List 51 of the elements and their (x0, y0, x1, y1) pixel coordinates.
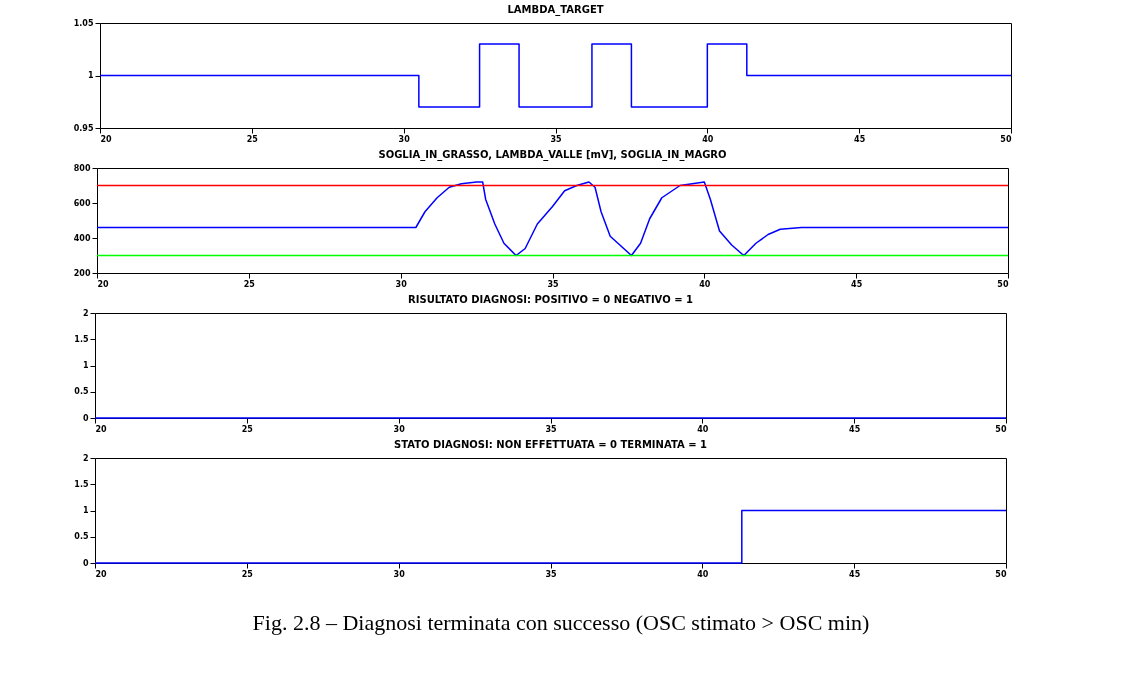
y-tick-label: 1 (82, 506, 89, 515)
x-tick-label: 50 (997, 279, 1009, 289)
y-tick-label: 800 (73, 163, 91, 173)
y-tick-label: 0.95 (73, 123, 94, 133)
x-tick-label: 45 (849, 424, 861, 434)
x-tick-label: 20 (97, 279, 110, 289)
x-tick-label: 40 (699, 279, 711, 289)
y-tick-label: 2 (82, 453, 89, 463)
y-tick-label: 1.05 (73, 18, 94, 28)
x-tick-label: 40 (697, 569, 709, 579)
x-tick-label: 20 (95, 424, 108, 434)
x-tick-label: 50 (995, 424, 1007, 434)
y-tick-label: 1 (82, 361, 89, 370)
chart-title: STATO DIAGNOSI: NON EFFETTUATA = 0 TERMINATA = 1 (394, 439, 708, 450)
y-tick-label: 0 (82, 413, 89, 423)
x-tick-label: 30 (393, 569, 406, 579)
x-tick-label: 35 (545, 569, 557, 579)
y-tick-label: 600 (73, 198, 91, 208)
x-tick-label: 45 (851, 279, 863, 289)
x-tick-label: 40 (697, 424, 709, 434)
y-tick-label: 2 (82, 308, 89, 318)
caption: Fig. 2.8 – Diagnosi terminata con successo (OSC stimato > OSC min) (251, 610, 871, 636)
y-tick-label: 0.5 (74, 387, 89, 397)
x-tick-label: 40 (702, 134, 714, 144)
chart-title: LAMBDA_TARGET (507, 4, 604, 16)
x-tick-label: 45 (849, 569, 861, 579)
x-tick-label: 25 (241, 424, 254, 434)
x-tick-label: 45 (854, 134, 866, 144)
y-tick-label: 0.5 (74, 532, 89, 542)
x-tick-label: 30 (393, 424, 406, 434)
x-tick-label: 30 (398, 134, 411, 144)
x-tick-label: 30 (395, 279, 408, 289)
y-tick-label: 400 (73, 233, 91, 243)
x-tick-label: 20 (100, 134, 113, 144)
x-tick-label: 35 (547, 279, 559, 289)
y-tick-label: 1.5 (74, 334, 89, 344)
y-tick-label: 0 (82, 558, 89, 568)
x-tick-label: 25 (243, 279, 256, 289)
y-tick-label: 200 (73, 268, 91, 278)
line-series (96, 181, 1009, 257)
chart-title: RISULTATO DIAGNOSI: POSITIVO = 0 NEGATIVO = 1 (408, 294, 693, 305)
chart-title: SOGLIA_IN_GRASSO, LAMBDA_VALLE [mV], SOGLIA_IN_MAGRO (378, 149, 727, 161)
x-tick-label: 50 (1000, 134, 1012, 144)
x-tick-label: 25 (246, 134, 259, 144)
x-tick-label: 20 (95, 569, 108, 579)
y-tick-label: 1 (87, 71, 94, 80)
x-tick-label: 50 (995, 569, 1007, 579)
y-tick-label: 1.5 (74, 479, 89, 489)
x-tick-label: 25 (241, 569, 254, 579)
x-tick-label: 35 (550, 134, 562, 144)
x-tick-label: 35 (545, 424, 557, 434)
